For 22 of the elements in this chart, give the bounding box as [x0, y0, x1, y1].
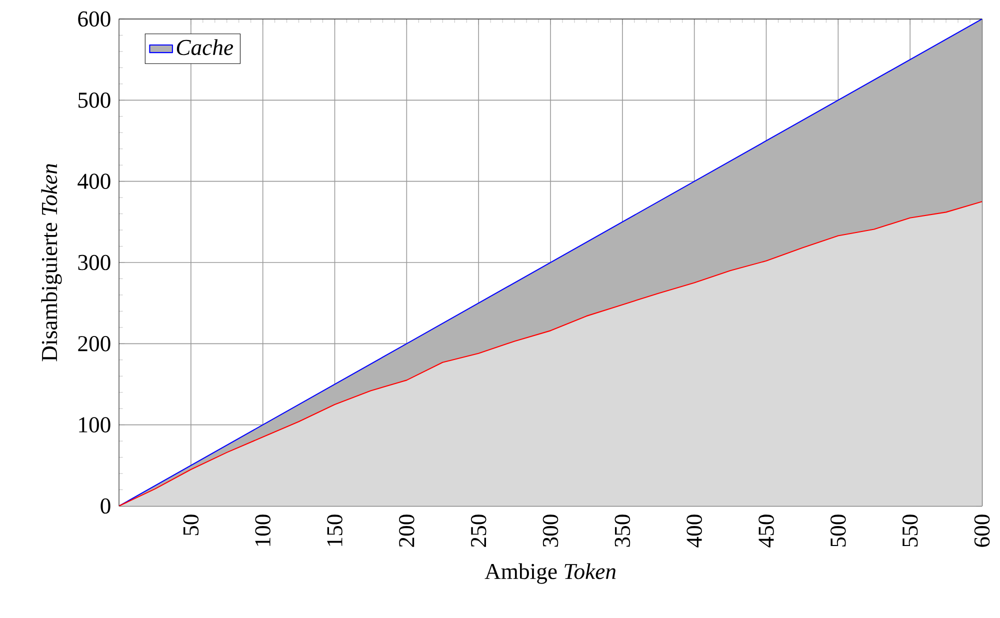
x-tick-label: 500 [830, 514, 846, 547]
y-tick-label: 500 [78, 92, 110, 108]
x-tick-label: 600 [974, 514, 990, 547]
y-tick-label: 600 [78, 11, 110, 27]
legend-label: Cache [176, 39, 234, 56]
y-tick-label: 400 [78, 174, 110, 189]
x-tick-label: 350 [614, 514, 630, 547]
y-tick-label: 0 [100, 498, 110, 514]
x-tick-label: 100 [255, 514, 270, 546]
x-tick-label: 300 [542, 514, 558, 547]
x-tick-label: 150 [327, 514, 342, 546]
y-tick-label: 300 [78, 254, 110, 270]
x-tick-label: 550 [902, 514, 918, 547]
x-tick-label: 200 [399, 514, 414, 547]
y-tick-label: 200 [78, 336, 110, 352]
x-tick-label: 50 [183, 514, 199, 536]
x-tick-label: 450 [758, 514, 774, 548]
x-tick-label: 400 [686, 514, 702, 548]
x-axis-title: Ambige Token [484, 563, 616, 584]
y-axis-title: Disambiguierte Token [41, 164, 62, 362]
y-tick-label: 100 [79, 417, 110, 432]
x-tick-label: 250 [470, 514, 486, 547]
